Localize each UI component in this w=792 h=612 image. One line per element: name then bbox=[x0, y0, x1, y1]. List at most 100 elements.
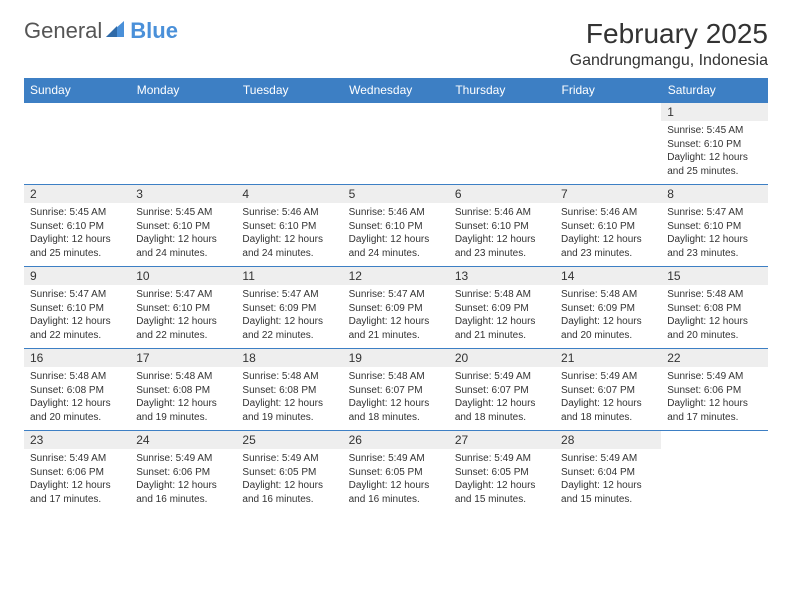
daylight-line: Daylight: 12 hours and 25 minutes. bbox=[30, 233, 124, 260]
day-number-cell bbox=[343, 103, 449, 122]
day-info-cell: Sunrise: 5:45 AMSunset: 6:10 PMDaylight:… bbox=[130, 203, 236, 267]
day-number-cell: 26 bbox=[343, 431, 449, 450]
sunset-line: Sunset: 6:10 PM bbox=[455, 220, 549, 234]
sunset-line: Sunset: 6:08 PM bbox=[136, 384, 230, 398]
sunrise-line: Sunrise: 5:49 AM bbox=[242, 452, 336, 466]
day-number-cell: 28 bbox=[555, 431, 661, 450]
sunrise-line: Sunrise: 5:47 AM bbox=[242, 288, 336, 302]
sunset-line: Sunset: 6:10 PM bbox=[667, 138, 761, 152]
daylight-line: Daylight: 12 hours and 20 minutes. bbox=[30, 397, 124, 424]
sunset-line: Sunset: 6:09 PM bbox=[242, 302, 336, 316]
sunrise-line: Sunrise: 5:46 AM bbox=[561, 206, 655, 220]
sunset-line: Sunset: 6:09 PM bbox=[455, 302, 549, 316]
day-number-cell: 14 bbox=[555, 267, 661, 286]
day-number-cell: 3 bbox=[130, 185, 236, 204]
sunset-line: Sunset: 6:10 PM bbox=[667, 220, 761, 234]
daylight-line: Daylight: 12 hours and 18 minutes. bbox=[349, 397, 443, 424]
day-info-cell: Sunrise: 5:48 AMSunset: 6:09 PMDaylight:… bbox=[555, 285, 661, 349]
day-number-cell: 1 bbox=[661, 103, 767, 122]
day-number-cell: 20 bbox=[449, 349, 555, 368]
sunset-line: Sunset: 6:05 PM bbox=[242, 466, 336, 480]
day-number-cell: 9 bbox=[24, 267, 130, 286]
daylight-line: Daylight: 12 hours and 15 minutes. bbox=[455, 479, 549, 506]
weekday-header: Monday bbox=[130, 78, 236, 103]
day-number-cell: 6 bbox=[449, 185, 555, 204]
sunrise-line: Sunrise: 5:46 AM bbox=[242, 206, 336, 220]
day-number-cell: 22 bbox=[661, 349, 767, 368]
daylight-line: Daylight: 12 hours and 23 minutes. bbox=[667, 233, 761, 260]
day-info-cell bbox=[24, 121, 130, 185]
day-info-cell: Sunrise: 5:47 AMSunset: 6:10 PMDaylight:… bbox=[661, 203, 767, 267]
day-number-row: 1 bbox=[24, 103, 768, 122]
sunset-line: Sunset: 6:09 PM bbox=[349, 302, 443, 316]
logo-text-general: General bbox=[24, 18, 102, 44]
daylight-line: Daylight: 12 hours and 18 minutes. bbox=[561, 397, 655, 424]
sunset-line: Sunset: 6:05 PM bbox=[455, 466, 549, 480]
weekday-header: Wednesday bbox=[343, 78, 449, 103]
sunrise-line: Sunrise: 5:47 AM bbox=[349, 288, 443, 302]
sunrise-line: Sunrise: 5:49 AM bbox=[349, 452, 443, 466]
day-number-cell: 15 bbox=[661, 267, 767, 286]
daylight-line: Daylight: 12 hours and 25 minutes. bbox=[667, 151, 761, 178]
day-number-cell: 27 bbox=[449, 431, 555, 450]
calendar-table: SundayMondayTuesdayWednesdayThursdayFrid… bbox=[24, 78, 768, 512]
day-number-cell: 4 bbox=[236, 185, 342, 204]
day-number-cell bbox=[130, 103, 236, 122]
day-number-cell bbox=[555, 103, 661, 122]
day-number-cell: 7 bbox=[555, 185, 661, 204]
daylight-line: Daylight: 12 hours and 16 minutes. bbox=[349, 479, 443, 506]
day-info-cell: Sunrise: 5:45 AMSunset: 6:10 PMDaylight:… bbox=[661, 121, 767, 185]
sunrise-line: Sunrise: 5:46 AM bbox=[349, 206, 443, 220]
day-number-cell: 8 bbox=[661, 185, 767, 204]
sunset-line: Sunset: 6:09 PM bbox=[561, 302, 655, 316]
page-title: February 2025 bbox=[570, 18, 768, 50]
daylight-line: Daylight: 12 hours and 16 minutes. bbox=[242, 479, 336, 506]
day-info-cell bbox=[449, 121, 555, 185]
day-number-cell: 25 bbox=[236, 431, 342, 450]
sunset-line: Sunset: 6:07 PM bbox=[455, 384, 549, 398]
day-number-cell: 17 bbox=[130, 349, 236, 368]
day-info-cell: Sunrise: 5:49 AMSunset: 6:05 PMDaylight:… bbox=[449, 449, 555, 512]
sunrise-line: Sunrise: 5:49 AM bbox=[455, 452, 549, 466]
day-info-cell bbox=[661, 449, 767, 512]
daylight-line: Daylight: 12 hours and 20 minutes. bbox=[561, 315, 655, 342]
day-info-row: Sunrise: 5:45 AMSunset: 6:10 PMDaylight:… bbox=[24, 203, 768, 267]
day-info-cell: Sunrise: 5:49 AMSunset: 6:05 PMDaylight:… bbox=[236, 449, 342, 512]
sunset-line: Sunset: 6:10 PM bbox=[242, 220, 336, 234]
sunrise-line: Sunrise: 5:48 AM bbox=[561, 288, 655, 302]
day-info-cell: Sunrise: 5:47 AMSunset: 6:09 PMDaylight:… bbox=[343, 285, 449, 349]
day-info-cell bbox=[236, 121, 342, 185]
daylight-line: Daylight: 12 hours and 24 minutes. bbox=[349, 233, 443, 260]
day-number-cell: 13 bbox=[449, 267, 555, 286]
day-number-cell: 19 bbox=[343, 349, 449, 368]
daylight-line: Daylight: 12 hours and 19 minutes. bbox=[136, 397, 230, 424]
day-info-cell: Sunrise: 5:48 AMSunset: 6:08 PMDaylight:… bbox=[130, 367, 236, 431]
day-number-cell: 18 bbox=[236, 349, 342, 368]
day-info-row: Sunrise: 5:48 AMSunset: 6:08 PMDaylight:… bbox=[24, 367, 768, 431]
sunrise-line: Sunrise: 5:48 AM bbox=[30, 370, 124, 384]
day-number-row: 9101112131415 bbox=[24, 267, 768, 286]
daylight-line: Daylight: 12 hours and 21 minutes. bbox=[455, 315, 549, 342]
day-number-cell: 11 bbox=[236, 267, 342, 286]
daylight-line: Daylight: 12 hours and 15 minutes. bbox=[561, 479, 655, 506]
sunrise-line: Sunrise: 5:49 AM bbox=[455, 370, 549, 384]
day-info-row: Sunrise: 5:47 AMSunset: 6:10 PMDaylight:… bbox=[24, 285, 768, 349]
sunrise-line: Sunrise: 5:46 AM bbox=[455, 206, 549, 220]
day-info-cell: Sunrise: 5:48 AMSunset: 6:08 PMDaylight:… bbox=[661, 285, 767, 349]
day-info-cell: Sunrise: 5:49 AMSunset: 6:06 PMDaylight:… bbox=[24, 449, 130, 512]
day-info-cell: Sunrise: 5:45 AMSunset: 6:10 PMDaylight:… bbox=[24, 203, 130, 267]
day-number-cell bbox=[661, 431, 767, 450]
weekday-header: Sunday bbox=[24, 78, 130, 103]
daylight-line: Daylight: 12 hours and 19 minutes. bbox=[242, 397, 336, 424]
sunset-line: Sunset: 6:05 PM bbox=[349, 466, 443, 480]
day-number-cell: 23 bbox=[24, 431, 130, 450]
daylight-line: Daylight: 12 hours and 22 minutes. bbox=[136, 315, 230, 342]
day-info-cell: Sunrise: 5:46 AMSunset: 6:10 PMDaylight:… bbox=[555, 203, 661, 267]
calendar-header-row: SundayMondayTuesdayWednesdayThursdayFrid… bbox=[24, 78, 768, 103]
day-info-cell: Sunrise: 5:46 AMSunset: 6:10 PMDaylight:… bbox=[236, 203, 342, 267]
day-number-cell: 24 bbox=[130, 431, 236, 450]
day-number-row: 2345678 bbox=[24, 185, 768, 204]
sunrise-line: Sunrise: 5:48 AM bbox=[455, 288, 549, 302]
sunrise-line: Sunrise: 5:49 AM bbox=[561, 370, 655, 384]
sunrise-line: Sunrise: 5:48 AM bbox=[136, 370, 230, 384]
